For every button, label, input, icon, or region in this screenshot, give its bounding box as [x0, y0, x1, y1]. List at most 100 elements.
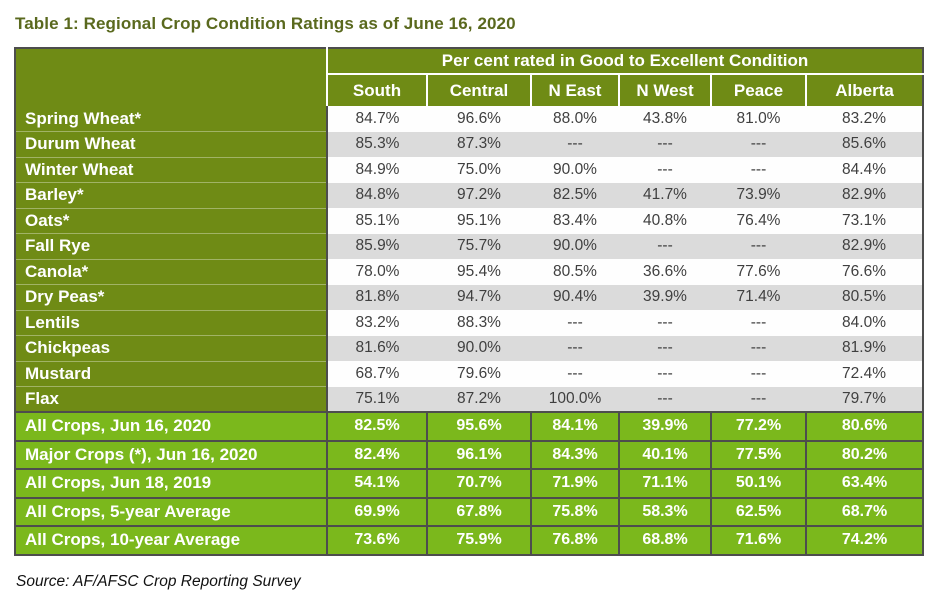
table-header: Per cent rated in Good to Excellent Cond… [15, 48, 924, 106]
row-label: All Crops, 5-year Average [14, 496, 328, 527]
row-label: Lentils [15, 309, 328, 336]
value-cell: 87.2% [427, 386, 531, 412]
summary-row: All Crops, 10-year Average 73.6% 75.9% 76.8… [14, 525, 925, 556]
value-cell: --- [711, 335, 806, 361]
value-cell: 76.8% [530, 525, 620, 556]
column-header-alberta: Alberta [804, 74, 924, 106]
value-cell: 84.3% [530, 439, 620, 470]
summary-row: All Crops, Jun 18, 2019 54.1% 70.7% 71.9% 71… [14, 468, 925, 499]
value-cell: --- [711, 386, 806, 412]
value-cell: 100.0% [531, 386, 619, 412]
value-cell: 50.1% [710, 468, 807, 499]
value-cell: 83.2% [806, 106, 924, 132]
value-cell: 54.1% [326, 468, 428, 499]
value-cell: 73.9% [711, 182, 806, 208]
value-cell: 77.2% [710, 411, 807, 442]
value-cell: --- [531, 310, 619, 336]
value-cell: 82.4% [326, 439, 428, 470]
row-label: Dry Peas* [15, 284, 328, 310]
crop-row: Canola* 78.0% 95.4% 80.5% 36.6% 77.6% 76.6% [15, 258, 924, 285]
value-cell: --- [619, 233, 711, 259]
row-label: Spring Wheat* [15, 106, 328, 132]
value-cell: 94.7% [427, 284, 531, 310]
value-cell: 85.9% [327, 233, 427, 259]
value-cell: 71.9% [530, 468, 620, 499]
crop-condition-table: Per cent rated in Good to Excellent Cond… [14, 47, 925, 556]
value-cell: --- [531, 335, 619, 361]
value-cell: 84.1% [530, 411, 620, 442]
row-label: Flax [15, 386, 328, 412]
value-cell: 96.6% [427, 106, 531, 132]
row-label: Barley* [15, 182, 328, 208]
value-cell: 62.5% [710, 496, 807, 527]
value-cell: 90.4% [531, 284, 619, 310]
summary-row: Major Crops (*), Jun 16, 2020 82.4% 96.1% 8… [14, 439, 925, 470]
value-cell: 85.6% [806, 131, 924, 157]
value-cell: 77.5% [710, 439, 807, 470]
table-body: Spring Wheat* 84.7% 96.6% 88.0% 43.8% 81.0% 83… [14, 106, 925, 556]
value-cell: --- [619, 361, 711, 387]
value-cell: 40.8% [619, 208, 711, 234]
value-cell: 80.2% [804, 439, 925, 470]
crop-row: Mustard 68.7% 79.6% --- --- --- 72.4% [15, 360, 924, 387]
value-cell: --- [711, 233, 806, 259]
value-cell: 40.1% [618, 439, 712, 470]
value-cell: 84.8% [327, 182, 427, 208]
value-cell: 75.7% [427, 233, 531, 259]
value-cell: 81.8% [327, 284, 427, 310]
summary-row: All Crops, Jun 16, 2020 82.5% 95.6% 84.1% 39… [14, 411, 925, 442]
value-cell: 80.5% [531, 259, 619, 285]
value-cell: 73.6% [326, 525, 428, 556]
value-cell: 39.9% [618, 411, 712, 442]
value-cell: 84.4% [806, 157, 924, 183]
report-page: Table 1: Regional Crop Condition Ratings… [14, 14, 925, 590]
value-cell: 39.9% [619, 284, 711, 310]
value-cell: --- [619, 386, 711, 412]
value-cell: 80.6% [804, 411, 925, 442]
value-cell: 58.3% [618, 496, 712, 527]
crop-row: Fall Rye 85.9% 75.7% 90.0% --- --- 82.9% [15, 233, 924, 259]
column-header-peace: Peace [710, 74, 806, 106]
group-header-row: Per cent rated in Good to Excellent Cond… [15, 48, 924, 106]
crop-row: Barley* 84.8% 97.2% 82.5% 41.7% 73.9% 82.9% [15, 182, 924, 208]
value-cell: 76.4% [711, 208, 806, 234]
crop-row: Flax 75.1% 87.2% 100.0% --- --- 79.7% [15, 386, 924, 412]
value-cell: 95.6% [426, 411, 532, 442]
value-cell: 82.9% [806, 233, 924, 259]
value-cell: 74.2% [804, 525, 925, 556]
value-cell: 69.9% [326, 496, 428, 527]
value-cell: 81.6% [327, 335, 427, 361]
row-label: Winter Wheat [15, 156, 328, 183]
value-cell: 95.1% [427, 208, 531, 234]
value-cell: 95.4% [427, 259, 531, 285]
crop-row: Durum Wheat 85.3% 87.3% --- --- --- 85.6% [15, 131, 924, 157]
value-cell: 43.8% [619, 106, 711, 132]
crop-row: Spring Wheat* 84.7% 96.6% 88.0% 43.8% 81.0% 83… [15, 106, 924, 132]
value-cell: 82.5% [326, 411, 428, 442]
value-cell: --- [619, 157, 711, 183]
value-cell: 75.8% [530, 496, 620, 527]
value-cell: 90.0% [427, 335, 531, 361]
value-cell: 84.9% [327, 157, 427, 183]
value-cell: --- [619, 335, 711, 361]
value-cell: 85.3% [327, 131, 427, 157]
value-cell: 76.6% [806, 259, 924, 285]
value-cell: 67.8% [426, 496, 532, 527]
row-label: Canola* [15, 258, 328, 285]
row-label: All Crops, Jun 18, 2019 [14, 468, 328, 499]
value-cell: --- [531, 361, 619, 387]
value-cell: 88.0% [531, 106, 619, 132]
row-label: Chickpeas [15, 335, 328, 361]
value-cell: 73.1% [806, 208, 924, 234]
value-cell: 84.0% [806, 310, 924, 336]
value-cell: 41.7% [619, 182, 711, 208]
value-cell: 84.7% [327, 106, 427, 132]
value-cell: --- [619, 131, 711, 157]
source-note: Source: AF/AFSC Crop Reporting Survey [16, 572, 301, 590]
value-cell: 75.0% [427, 157, 531, 183]
value-cell: 85.1% [327, 208, 427, 234]
value-cell: 79.7% [806, 386, 924, 412]
value-cell: 83.2% [327, 310, 427, 336]
value-cell: 78.0% [327, 259, 427, 285]
crop-row: Lentils 83.2% 88.3% --- --- --- 84.0% [15, 309, 924, 336]
